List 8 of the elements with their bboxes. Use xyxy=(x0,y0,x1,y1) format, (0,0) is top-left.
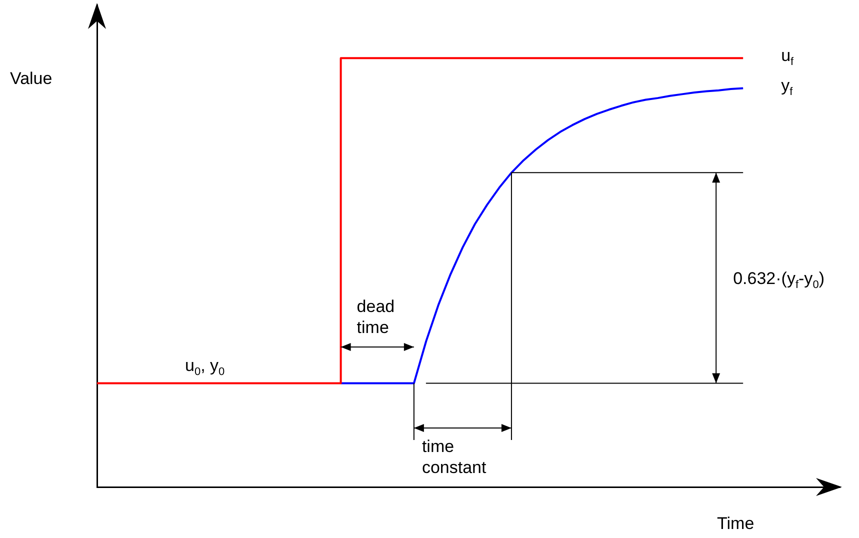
annotation: time constant xyxy=(422,436,488,478)
text: u$_{f}$ xyxy=(781,45,794,68)
y-axis-title: Value xyxy=(10,68,52,89)
text: y$_{f}$ xyxy=(781,75,793,98)
annotation: dead time xyxy=(356,296,396,338)
annotation: 0.632·(y$_{f}$-y$_{0}$) xyxy=(733,268,824,291)
annotation: u$_{0}$, y$_{0}$ xyxy=(185,355,225,378)
x-axis-title: Time xyxy=(717,513,754,534)
